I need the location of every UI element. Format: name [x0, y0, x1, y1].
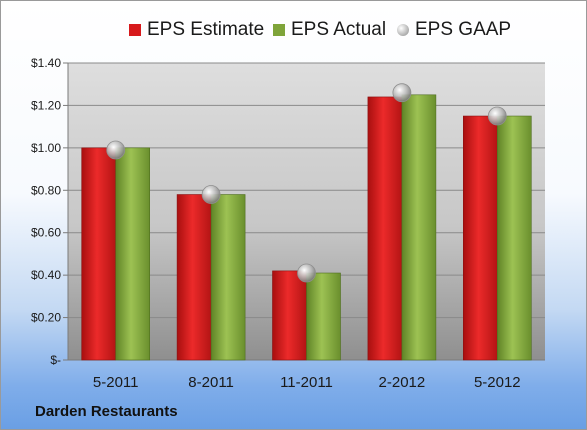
bar-eps-estimate: [81, 147, 116, 361]
legend-item-eps-gaap: EPS GAAP: [397, 17, 511, 43]
legend-item-eps-estimate: EPS Estimate: [129, 17, 264, 43]
marker-eps-gaap: [201, 185, 221, 204]
marker-eps-gaap: [106, 140, 126, 160]
y-tick-label: $-: [50, 353, 61, 367]
bar-eps-actual: [401, 94, 437, 361]
legend-label-eps-estimate: EPS Estimate: [147, 19, 265, 40]
x-category-label: 8-2011: [188, 374, 234, 391]
legend: EPS Estimate EPS Actual EPS GAAP: [1, 17, 586, 43]
y-tick-label: $1.40: [31, 56, 61, 70]
marker-eps-gaap: [487, 106, 507, 126]
y-tick-label: $0.40: [31, 268, 61, 282]
x-category-label: 5-2012: [474, 374, 521, 391]
x-category-label: 2-2012: [379, 374, 426, 391]
bar-eps-actual: [210, 194, 246, 361]
bar-eps-estimate: [367, 96, 403, 361]
bar-eps-actual: [496, 115, 532, 361]
legend-swatch-eps-estimate: [129, 24, 141, 36]
legend-swatch-eps-actual: [273, 24, 285, 36]
bar-eps-estimate: [272, 270, 307, 361]
x-category-label: 11-2011: [280, 374, 333, 391]
bar-eps-actual: [115, 147, 150, 361]
bar-eps-estimate: [176, 194, 212, 361]
y-tick-label: $0.20: [31, 311, 61, 325]
y-tick-label: $0.60: [31, 226, 61, 240]
legend-marker-eps-gaap: [397, 24, 409, 36]
x-category-label: 5-2011: [93, 374, 139, 391]
marker-eps-gaap: [297, 263, 316, 283]
y-tick-label: $1.00: [31, 141, 61, 155]
legend-label-eps-gaap: EPS GAAP: [415, 19, 512, 40]
bar-eps-actual: [306, 272, 341, 361]
bar-eps-estimate: [462, 115, 498, 361]
y-tick-label: $1.20: [31, 98, 61, 112]
legend-label-eps-actual: EPS Actual: [291, 19, 387, 40]
legend-item-eps-actual: EPS Actual: [273, 17, 386, 43]
company-name: Darden Restaurants: [35, 403, 178, 420]
y-tick-label: $0.80: [31, 183, 61, 197]
marker-eps-gaap: [392, 83, 412, 103]
